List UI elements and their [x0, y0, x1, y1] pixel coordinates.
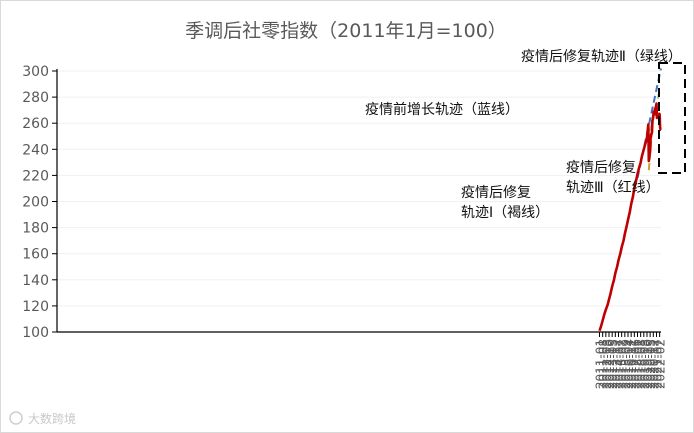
y-tick-label: 180: [22, 221, 49, 237]
watermark: 大数跨境: [9, 411, 76, 426]
trend-line-1: [636, 68, 662, 179]
annotation-curve-3-line2: 轨迹Ⅲ（红线）: [566, 180, 660, 196]
annotation-curve-1-line2: 轨迹Ⅰ（褐线）: [461, 205, 549, 221]
y-tick-label: 140: [22, 273, 49, 289]
y-tick-label: 100: [22, 325, 49, 341]
retail-index-line: [598, 102, 662, 332]
y-tick-label: 200: [22, 195, 49, 211]
y-tick-label: 260: [22, 116, 49, 132]
y-grid: [57, 70, 661, 307]
x-tick-label: 2019-10: [641, 339, 655, 389]
annotation-curve-2: 疫情后修复轨迹Ⅱ（绿线）: [521, 48, 682, 65]
watermark-logo-icon: [9, 411, 23, 425]
x-tick-label: 2016-04: [622, 339, 636, 389]
x-tick-label: 2015-02: [616, 339, 630, 389]
x-tick-label: 2018-01: [631, 339, 645, 389]
x-tick-label: 2013-12: [609, 339, 623, 389]
x-tick-label: 2012-10: [603, 339, 617, 389]
axes: [56, 69, 661, 333]
annotation-curve-1-line1: 疫情后修复: [461, 184, 531, 201]
y-tick-label: 160: [22, 247, 49, 263]
x-tick-label: 2014-07: [613, 339, 627, 389]
y-axis-ticks: 100 120 140 160 180 200 220 240 260 280 300: [22, 64, 57, 341]
y-tick-label: 300: [22, 64, 49, 80]
x-tick-label: 2018-08: [635, 339, 649, 389]
y-tick-label: 280: [22, 90, 49, 106]
x-tick-label: 2011-01: [594, 339, 608, 389]
x-tick-label: 2015-09: [619, 339, 633, 389]
chart-title: 季调后社零指数（2011年1月=100）: [185, 20, 507, 42]
annotation-curve-3-line1: 疫情后修复: [566, 159, 636, 176]
watermark-text: 大数跨境: [28, 411, 76, 426]
highlight-box: [658, 62, 686, 174]
x-tick-label: 2019-03: [638, 339, 652, 389]
x-axis-ticks: 2011-012011-082012-032012-102013-052013-…: [594, 332, 668, 389]
x-tick-label: 2012-03: [600, 339, 614, 389]
x-tick-label: 2022-02: [654, 339, 668, 389]
y-tick-label: 220: [22, 168, 49, 184]
x-tick-label: 2011-08: [597, 339, 611, 389]
y-tick-label: 120: [22, 299, 49, 315]
main-series: [598, 102, 662, 332]
y-tick-label: 240: [22, 142, 49, 158]
x-tick-label: 2017-06: [628, 339, 642, 389]
x-tick-label: 2020-05: [644, 339, 658, 389]
x-tick-label: 2013-05: [606, 339, 620, 389]
annotation-pre-pandemic: 疫情前增长轨迹（蓝线）: [365, 101, 519, 118]
x-tick-label: 2021-07: [650, 339, 664, 389]
x-tick-label: 2016-11: [625, 339, 639, 389]
x-tick-label: 2020-12: [647, 339, 661, 389]
